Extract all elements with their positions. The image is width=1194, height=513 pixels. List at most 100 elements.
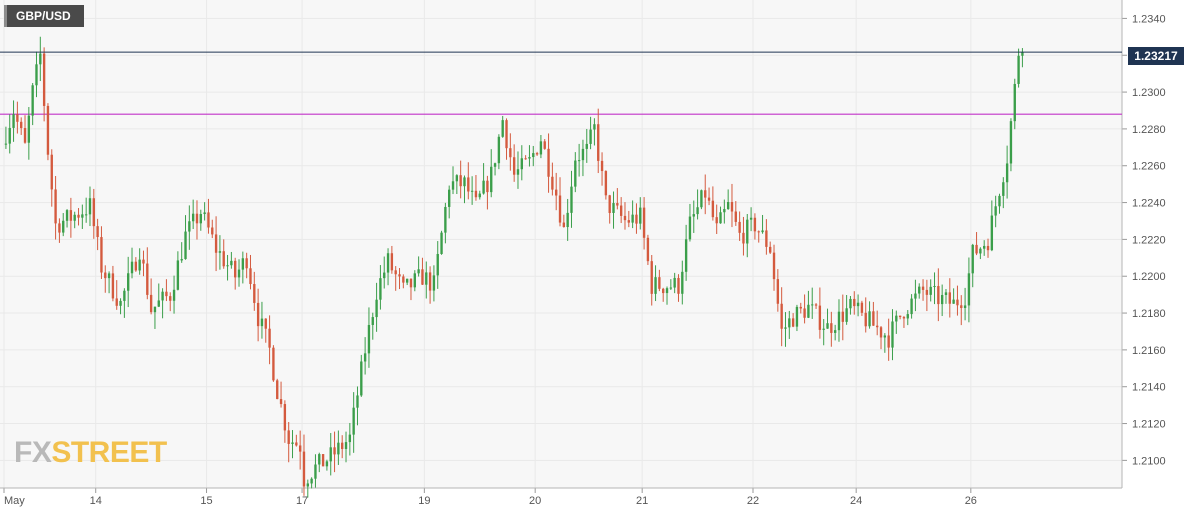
candle-body — [211, 227, 214, 235]
candle-body — [367, 324, 371, 354]
candle-body — [321, 454, 325, 467]
candle-body — [138, 259, 141, 271]
candle-body — [665, 288, 669, 294]
candle-body — [895, 315, 898, 322]
candle-body — [344, 442, 348, 450]
candle-body — [329, 447, 332, 462]
candle-body — [619, 205, 623, 216]
candle-body — [1017, 55, 1020, 84]
candle-body — [948, 292, 951, 304]
x-tick-label: 21 — [636, 495, 648, 507]
candle-body — [356, 395, 359, 408]
fxstreet-watermark: FXSTREET — [14, 436, 167, 470]
candle-body — [684, 239, 688, 272]
candle-body — [910, 298, 913, 315]
candle-body — [379, 278, 382, 300]
y-tick-label: 1.2180 — [1132, 308, 1166, 320]
x-tick-label: 15 — [200, 495, 212, 507]
candle-body — [195, 213, 199, 224]
candle-body — [811, 304, 814, 306]
candle-body — [295, 442, 298, 446]
candle-body — [711, 200, 715, 218]
candle-body — [440, 232, 443, 254]
candle-body — [448, 189, 451, 207]
candle-body — [428, 272, 432, 291]
candle-body — [107, 273, 111, 279]
candle-body — [535, 153, 539, 155]
candle-body — [784, 327, 787, 329]
candle-body — [539, 141, 543, 155]
candle-body — [84, 214, 88, 216]
candle-body — [879, 327, 883, 338]
candle-body — [146, 263, 149, 295]
candle-body — [872, 311, 875, 326]
candle-body — [826, 323, 829, 329]
candle-body — [127, 273, 130, 291]
candle-body — [505, 120, 508, 149]
candle-body — [413, 273, 416, 288]
candle-body — [723, 209, 726, 213]
candle-body — [375, 299, 378, 318]
candle-body — [272, 347, 275, 381]
candle-body — [986, 245, 990, 251]
candle-body — [390, 253, 394, 271]
candle-body — [902, 317, 906, 319]
candle-body — [627, 220, 630, 223]
x-tick-label: 24 — [850, 495, 862, 507]
candle-body — [516, 169, 520, 175]
candle-body — [497, 136, 501, 164]
x-tick-label: 14 — [90, 495, 102, 507]
candle-body — [161, 291, 164, 301]
candle-body — [918, 286, 921, 294]
symbol-label: GBP/USD — [4, 5, 84, 27]
candle-body — [692, 214, 695, 217]
candle-body — [749, 217, 753, 220]
candle-body — [1021, 52, 1024, 56]
candle-body — [39, 53, 42, 65]
candle-body — [421, 269, 424, 285]
candle-body — [669, 287, 673, 289]
candle-body — [876, 325, 879, 328]
y-tick-label: 1.2340 — [1132, 13, 1166, 25]
candle-body — [50, 154, 53, 190]
last-price-tag: 1.23217 — [1128, 47, 1184, 65]
candle-body — [658, 277, 661, 289]
candle-body — [467, 177, 470, 192]
candle-body — [394, 270, 397, 275]
candle-body — [860, 302, 864, 313]
candle-body — [795, 306, 799, 327]
candle-body — [81, 214, 84, 218]
y-tick-label: 1.2200 — [1132, 271, 1166, 283]
candle-body — [291, 442, 294, 444]
candle-body — [963, 305, 967, 309]
candle-body — [371, 317, 374, 325]
candle-body — [853, 298, 856, 307]
candle-body — [333, 447, 336, 455]
candle-body — [600, 160, 604, 172]
candle-body — [459, 175, 462, 187]
candle-body — [237, 269, 241, 278]
candle-body — [833, 330, 837, 333]
x-tick-label: 26 — [965, 495, 977, 507]
candle-body — [822, 328, 825, 330]
candle-body — [455, 175, 459, 182]
candle-body — [631, 214, 634, 223]
candle-body — [184, 231, 187, 260]
candle-body — [597, 124, 600, 161]
candle-body — [256, 302, 260, 327]
candle-body — [199, 214, 202, 224]
candle-body — [868, 311, 871, 327]
candle-body — [96, 226, 99, 238]
candle-body — [31, 85, 34, 116]
candle-body — [612, 203, 615, 213]
candle-body — [1013, 83, 1016, 122]
candle-body — [490, 166, 493, 193]
candle-body — [788, 318, 791, 328]
candle-body — [417, 269, 420, 274]
candle-body — [799, 306, 802, 309]
plot-area — [0, 0, 1122, 488]
candle-body — [898, 315, 902, 318]
candle-body — [4, 143, 8, 145]
candle-body — [520, 158, 523, 170]
